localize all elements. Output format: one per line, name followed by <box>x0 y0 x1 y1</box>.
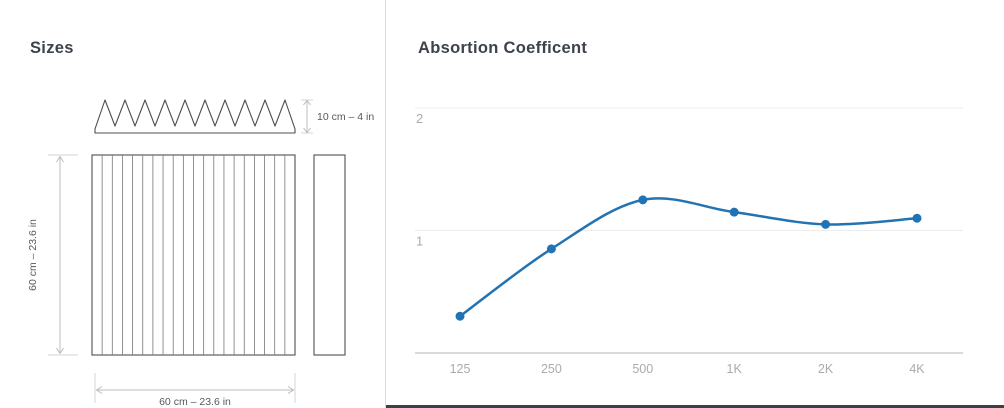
data-point-500 <box>638 195 648 205</box>
height-dimension: 60 cm – 23.6 in <box>27 154 78 356</box>
chart-gridlines <box>415 107 963 231</box>
width-dimension: 60 cm – 23.6 in <box>94 373 296 408</box>
chart-y-axis-labels: 12 <box>416 111 423 249</box>
x-tick-label-4K: 4K <box>909 362 925 376</box>
y-tick-label-2: 2 <box>416 111 423 126</box>
panel-divider <box>385 0 386 408</box>
absorption-coefficient-chart: 12 125 250 500 1K 2K 4K <box>415 107 963 376</box>
section-bottom-border <box>386 405 1004 408</box>
data-point-250 <box>546 244 556 254</box>
chart-x-axis-labels: 125 250 500 1K 2K 4K <box>450 362 926 376</box>
width-label: 60 cm – 23.6 in <box>159 396 231 408</box>
wedge-ridge-lines <box>101 155 286 355</box>
sizes-title: Sizes <box>30 39 74 57</box>
x-tick-label-2K: 2K <box>818 362 834 376</box>
panel-size-diagram: 10 cm – 4 in 60 cm – 23.6 in 60 cm – 23.… <box>27 99 374 408</box>
x-tick-label-1K: 1K <box>727 362 743 376</box>
side-view-outline <box>313 154 346 356</box>
y-tick-label-1: 1 <box>416 234 423 249</box>
data-point-2K <box>821 219 831 229</box>
wedge-profile-outline <box>94 99 296 134</box>
thickness-dimension: 10 cm – 4 in <box>301 99 374 134</box>
data-point-1K <box>729 207 739 217</box>
data-point-4K <box>912 213 922 223</box>
absorption-chart-title: Absortion Coefficent <box>418 39 588 57</box>
height-label: 60 cm – 23.6 in <box>27 219 39 291</box>
x-tick-label-250: 250 <box>541 362 562 376</box>
data-point-125 <box>455 311 465 321</box>
thickness-label: 10 cm – 4 in <box>317 111 374 123</box>
chart-data-line <box>458 197 919 318</box>
x-tick-label-500: 500 <box>632 362 653 376</box>
x-tick-label-125: 125 <box>450 362 471 376</box>
chart-data-points <box>455 195 922 321</box>
